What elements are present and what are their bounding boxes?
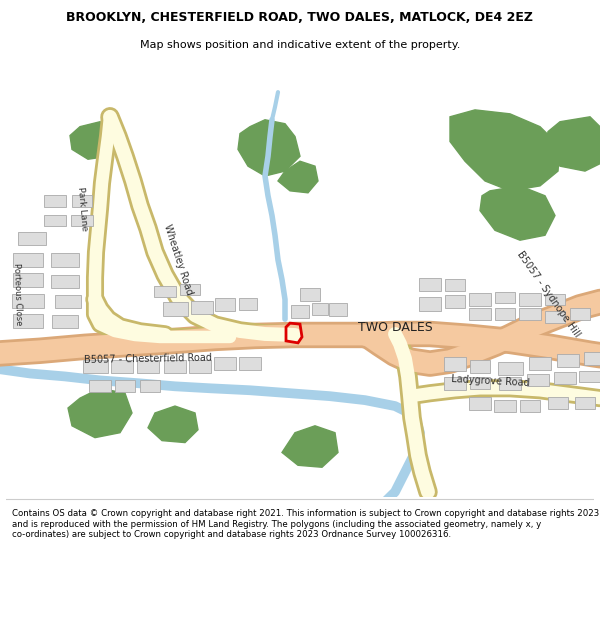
- Bar: [519, 293, 541, 306]
- Bar: [499, 377, 521, 390]
- Polygon shape: [278, 161, 318, 192]
- Bar: [44, 195, 66, 207]
- Bar: [18, 232, 46, 244]
- Text: TWO DALES: TWO DALES: [358, 321, 433, 334]
- Bar: [575, 397, 595, 409]
- Polygon shape: [148, 406, 198, 442]
- Bar: [444, 357, 466, 371]
- Bar: [419, 298, 441, 311]
- Bar: [180, 284, 200, 296]
- Bar: [12, 294, 44, 308]
- Bar: [44, 214, 66, 226]
- Bar: [83, 359, 107, 374]
- Polygon shape: [68, 388, 132, 438]
- Bar: [557, 354, 579, 367]
- Bar: [495, 308, 515, 320]
- Bar: [189, 360, 211, 373]
- Bar: [214, 357, 236, 370]
- Bar: [163, 302, 187, 316]
- Bar: [215, 298, 235, 311]
- Bar: [55, 295, 81, 308]
- Bar: [445, 279, 465, 291]
- Bar: [520, 400, 540, 412]
- Bar: [579, 371, 600, 382]
- Bar: [239, 357, 261, 370]
- Bar: [13, 314, 43, 328]
- Text: B5057 - Sydnope Hill: B5057 - Sydnope Hill: [515, 249, 581, 339]
- Bar: [111, 360, 133, 373]
- Bar: [115, 381, 135, 392]
- Bar: [72, 195, 92, 207]
- Polygon shape: [282, 426, 338, 468]
- Bar: [554, 372, 576, 384]
- Bar: [570, 308, 590, 320]
- Polygon shape: [480, 186, 555, 240]
- Bar: [527, 374, 549, 386]
- Bar: [494, 399, 516, 412]
- Bar: [419, 278, 441, 291]
- Bar: [529, 357, 551, 370]
- Bar: [469, 397, 491, 409]
- Text: Porteous Close: Porteous Close: [13, 263, 23, 326]
- Bar: [519, 308, 541, 320]
- Bar: [300, 288, 320, 301]
- Bar: [71, 214, 93, 226]
- Bar: [137, 360, 159, 373]
- Bar: [140, 381, 160, 392]
- Polygon shape: [70, 122, 118, 159]
- Polygon shape: [450, 110, 560, 191]
- Text: BROOKLYN, CHESTERFIELD ROAD, TWO DALES, MATLOCK, DE4 2EZ: BROOKLYN, CHESTERFIELD ROAD, TWO DALES, …: [67, 11, 533, 24]
- Polygon shape: [545, 117, 600, 171]
- Bar: [545, 294, 565, 306]
- Bar: [548, 397, 568, 409]
- Bar: [469, 308, 491, 320]
- Bar: [89, 381, 111, 392]
- Bar: [51, 253, 79, 267]
- Text: Contains OS data © Crown copyright and database right 2021. This information is : Contains OS data © Crown copyright and d…: [12, 509, 599, 539]
- Bar: [13, 272, 43, 287]
- Text: Map shows position and indicative extent of the property.: Map shows position and indicative extent…: [140, 40, 460, 50]
- Bar: [164, 360, 186, 373]
- Bar: [470, 360, 490, 373]
- Bar: [445, 295, 465, 308]
- Bar: [239, 299, 257, 310]
- Bar: [291, 305, 309, 318]
- Text: B5057 - Chesterfield Road: B5057 - Chesterfield Road: [84, 352, 212, 365]
- Bar: [51, 275, 79, 288]
- Text: Wheatley Road: Wheatley Road: [162, 223, 194, 297]
- Bar: [154, 286, 176, 298]
- Bar: [470, 378, 490, 389]
- Bar: [13, 253, 43, 268]
- Text: Park Lane: Park Lane: [76, 186, 88, 231]
- Bar: [469, 293, 491, 306]
- Bar: [495, 291, 515, 303]
- Bar: [444, 377, 466, 390]
- Bar: [497, 362, 523, 376]
- Bar: [545, 311, 565, 323]
- Text: Ladygrove Road: Ladygrove Road: [451, 374, 529, 388]
- Bar: [312, 303, 328, 315]
- Polygon shape: [238, 120, 300, 176]
- Bar: [191, 301, 213, 314]
- Bar: [584, 352, 600, 365]
- Bar: [52, 315, 78, 328]
- Bar: [329, 303, 347, 316]
